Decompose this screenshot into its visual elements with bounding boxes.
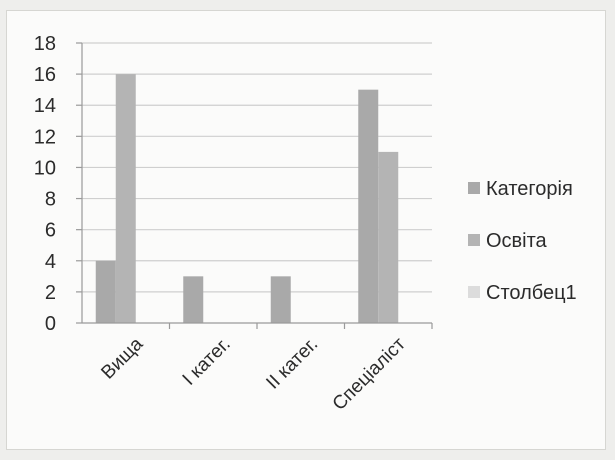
x-category-label: ІІ катег. — [262, 334, 322, 394]
bar-4-series-1 — [358, 89, 379, 324]
y-tick-label: 8 — [45, 189, 56, 211]
legend-swatch — [468, 286, 480, 298]
y-tick-label: 18 — [34, 33, 56, 55]
y-tick-label: 16 — [34, 64, 56, 86]
legend-label: Категорія — [486, 178, 573, 200]
legend-label: Освіта — [486, 230, 548, 252]
axes — [76, 42, 433, 329]
y-tick-label: 2 — [45, 282, 56, 304]
bar-3-series-1 — [270, 276, 291, 323]
bar-1-series-2 — [115, 74, 136, 323]
y-tick-label: 0 — [45, 313, 56, 335]
y-tick-label: 10 — [34, 157, 56, 179]
y-tick-label: 6 — [45, 220, 56, 242]
y-tick-label: 4 — [45, 251, 56, 273]
x-category-label: Вища — [97, 333, 147, 383]
bar-1-series-1 — [95, 260, 116, 323]
legend-swatch — [468, 234, 480, 246]
legend: Категорія Освіта Столбец1 — [468, 178, 577, 304]
y-tick-label: 12 — [34, 126, 56, 148]
legend-swatch — [468, 182, 480, 194]
x-category-label: І катег. — [179, 334, 235, 390]
bars — [95, 74, 399, 324]
legend-label: Столбец1 — [486, 282, 577, 304]
bar-4-series-2 — [378, 151, 399, 323]
bar-2-series-1 — [183, 276, 204, 323]
x-category-label: Спеціаліст — [329, 333, 410, 414]
y-tick-label: 14 — [34, 95, 56, 117]
axis-labels: 0 2 4 6 8 10 12 14 16 18 Вища І катег. ІІ катег. Спец… — [34, 33, 410, 415]
